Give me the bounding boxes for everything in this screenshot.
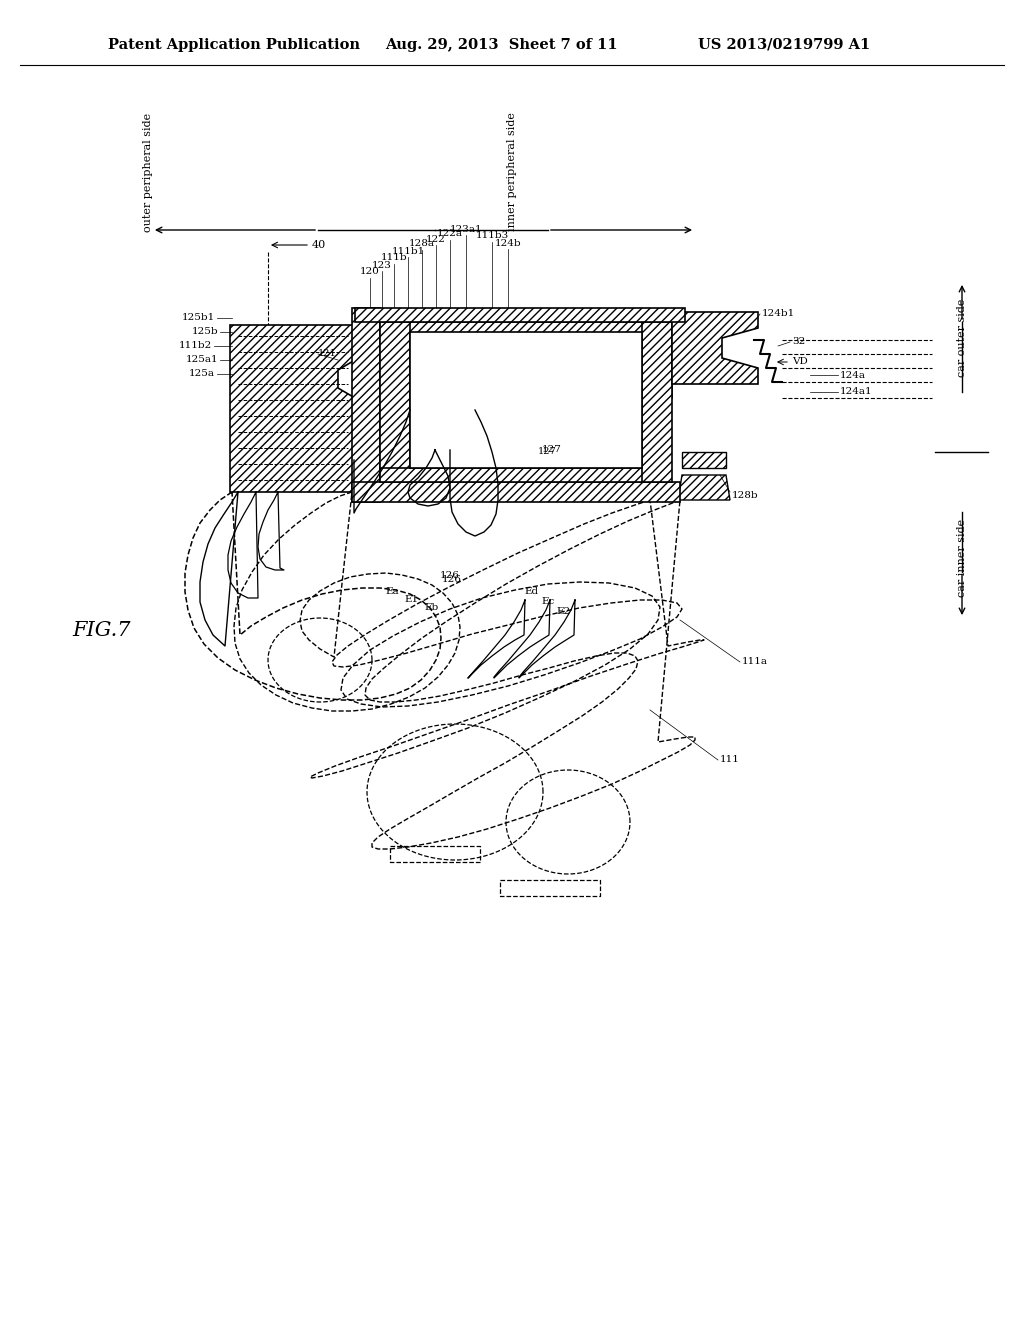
Text: 124b1: 124b1 [762, 309, 796, 318]
Text: 111b2: 111b2 [179, 342, 212, 351]
Text: Patent Application Publication: Patent Application Publication [108, 38, 360, 51]
Text: 127: 127 [542, 446, 562, 454]
Text: 126: 126 [440, 570, 460, 579]
Text: 111b: 111b [381, 253, 408, 263]
Text: 123a1: 123a1 [450, 224, 482, 234]
Text: car inner side: car inner side [957, 519, 967, 597]
Text: 125b: 125b [191, 327, 218, 337]
Text: 124b: 124b [495, 239, 521, 248]
Polygon shape [410, 333, 642, 469]
Text: car outer side: car outer side [957, 298, 967, 378]
Text: 124a: 124a [840, 371, 866, 380]
Polygon shape [352, 482, 680, 502]
Text: Ea: Ea [385, 587, 398, 597]
Text: 125a: 125a [189, 370, 215, 379]
Text: 122: 122 [426, 235, 445, 243]
Polygon shape [642, 322, 672, 482]
Text: inner peripheral side: inner peripheral side [507, 112, 517, 231]
Text: Eb: Eb [425, 603, 439, 612]
Text: 122a: 122a [437, 230, 463, 239]
Text: 127: 127 [538, 447, 557, 457]
Polygon shape [370, 322, 672, 399]
Text: 121: 121 [318, 350, 337, 359]
Text: 128a: 128a [409, 239, 435, 248]
Text: 125a1: 125a1 [185, 355, 218, 364]
Text: FIG.7: FIG.7 [72, 620, 130, 639]
Polygon shape [352, 308, 380, 502]
Polygon shape [355, 308, 685, 322]
Text: 111: 111 [720, 755, 740, 764]
Text: Ec: Ec [542, 598, 555, 606]
Polygon shape [380, 322, 410, 482]
Text: 124a1: 124a1 [840, 388, 872, 396]
Text: 128b: 128b [732, 491, 759, 499]
Text: E1: E1 [404, 595, 419, 605]
Text: 32: 32 [792, 338, 805, 346]
Text: 125b1: 125b1 [181, 314, 215, 322]
Text: 120: 120 [360, 268, 380, 276]
Polygon shape [682, 451, 726, 469]
Text: 126: 126 [442, 576, 462, 585]
Text: 111b3: 111b3 [475, 231, 509, 240]
Text: 123: 123 [372, 260, 392, 269]
Text: 111b1: 111b1 [391, 247, 425, 256]
Text: outer peripheral side: outer peripheral side [143, 112, 153, 231]
Text: Aug. 29, 2013  Sheet 7 of 11: Aug. 29, 2013 Sheet 7 of 11 [385, 38, 617, 51]
Text: 40: 40 [312, 240, 327, 249]
Text: Ed: Ed [525, 587, 539, 597]
Polygon shape [380, 469, 662, 482]
Text: US 2013/0219799 A1: US 2013/0219799 A1 [698, 38, 870, 51]
Text: E2: E2 [557, 607, 571, 616]
Polygon shape [672, 312, 758, 384]
Polygon shape [230, 325, 355, 492]
Text: VD: VD [792, 358, 808, 367]
Polygon shape [678, 475, 730, 500]
Text: 111a: 111a [742, 657, 768, 667]
